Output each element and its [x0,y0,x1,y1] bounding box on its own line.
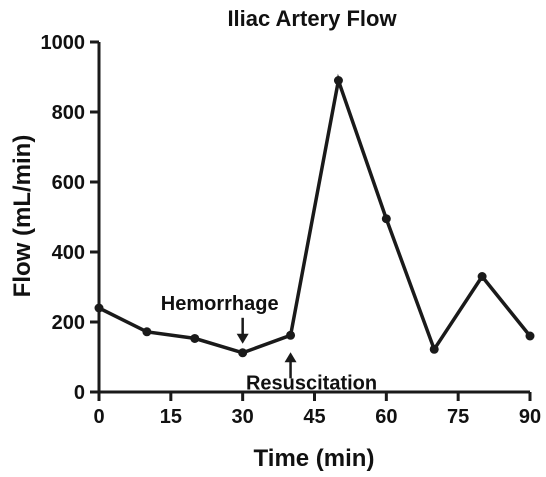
data-point [142,327,152,337]
x-tick-label: 90 [519,406,541,428]
y-tick-label: 0 [74,382,85,404]
chart-title: Iliac Artery Flow [227,6,397,31]
data-point [190,333,200,343]
y-tick-label: 200 [52,312,85,334]
data-point [477,272,487,281]
series-line [98,73,532,355]
x-tick-label: 0 [93,406,104,428]
y-axis-label: Flow (mL/min) [9,135,36,298]
y-tick-label: 400 [52,242,85,264]
data-point [238,348,248,358]
y-tick-label: 800 [52,102,85,124]
x-axis: 0 15 30 45 60 75 90 [93,390,541,428]
x-tick-label: 60 [375,406,397,428]
x-tick-label: 45 [303,406,325,428]
data-point [525,331,535,341]
x-tick-label: 75 [447,406,469,428]
data-point [429,344,439,354]
data-point [381,214,391,224]
y-tick-label: 600 [52,172,85,194]
y-tick-label: 1000 [41,32,86,54]
data-point [333,76,343,85]
annotation-hemorrhage: Hemorrhage [161,293,279,315]
x-tick-label: 30 [232,406,254,428]
data-point [94,303,104,313]
annotation-resuscitation: Resuscitation [246,372,377,394]
resuscitation-arrow-icon [284,352,297,363]
y-axis: 0 200 400 600 800 1000 [41,32,101,404]
x-axis-label: Time (min) [254,445,375,472]
data-point [286,330,296,340]
annotation-layer: Hemorrhage Resuscitation [161,293,377,395]
x-tick-label: 15 [160,406,182,428]
hemorrhage-arrow-icon [236,333,249,344]
series-layer [94,73,535,358]
